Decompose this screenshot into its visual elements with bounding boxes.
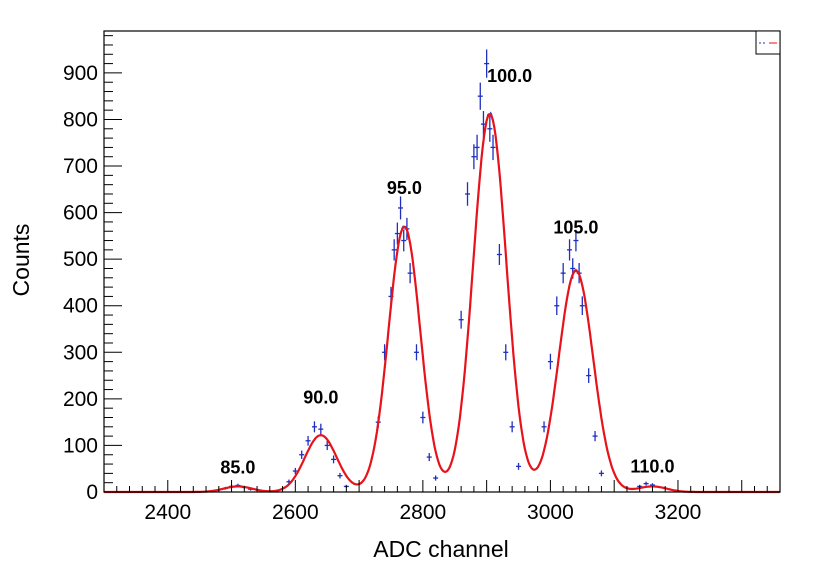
y-tick-label: 300 <box>63 341 98 364</box>
peak-label: 85.0 <box>220 457 255 477</box>
data-point <box>484 49 490 78</box>
data-point <box>579 296 585 316</box>
data-point <box>516 462 522 470</box>
data-point <box>426 453 432 462</box>
data-point <box>299 450 305 459</box>
peak-label: 95.0 <box>387 178 422 198</box>
data-point <box>413 344 419 361</box>
data-point <box>324 440 330 451</box>
data-point <box>391 239 397 261</box>
data-point <box>477 82 483 110</box>
peak-label: 105.0 <box>553 218 598 238</box>
data-point <box>592 431 598 442</box>
peak-label: 90.0 <box>303 388 338 408</box>
data-point <box>547 353 553 370</box>
data-point <box>598 470 604 477</box>
data-point <box>420 411 426 424</box>
x-axis-title: ADC channel <box>373 536 509 562</box>
data-point <box>643 481 649 486</box>
peak-annotations: 85.0 90.0 95.0 100.0 105.0 110.0 <box>220 66 674 477</box>
x-tick-label: 3000 <box>527 501 574 524</box>
x-tick-label: 2600 <box>272 501 319 524</box>
data-point <box>560 263 566 284</box>
data-point <box>573 229 579 252</box>
data-point <box>490 134 496 161</box>
y-axis-title: Counts <box>8 224 34 297</box>
fit-curve <box>104 113 780 494</box>
data-point <box>398 196 404 220</box>
y-tick-label: 900 <box>63 62 98 85</box>
data-histogram-line <box>104 111 780 493</box>
x-axis: 2400 2600 2800 3000 3200 <box>103 480 781 524</box>
data-point <box>401 229 407 252</box>
legend-box <box>755 30 781 55</box>
data-point <box>292 467 298 475</box>
x-tick-label: 3200 <box>655 501 702 524</box>
y-tick-label: 500 <box>63 248 98 271</box>
peak-label: 110.0 <box>630 456 674 476</box>
y-axis: 0 100 200 300 400 500 600 700 800 900 <box>63 35 122 504</box>
legend <box>755 30 781 55</box>
data-point <box>509 421 515 433</box>
data-point <box>433 475 439 481</box>
data-point <box>586 368 592 383</box>
y-tick-label: 0 <box>86 481 98 504</box>
peak-label: 100.0 <box>487 66 532 86</box>
data-point <box>541 421 547 433</box>
data-point <box>305 435 311 446</box>
data-point <box>465 182 471 206</box>
data-point <box>503 344 509 361</box>
data-point <box>496 243 502 266</box>
y-tick-label: 600 <box>63 202 98 225</box>
data-point <box>331 455 337 464</box>
y-tick-label: 200 <box>63 388 98 411</box>
data-point <box>311 421 317 433</box>
data-point <box>567 239 573 261</box>
x-tick-label: 2800 <box>400 501 447 524</box>
y-tick-label: 400 <box>63 295 98 318</box>
data-point <box>474 134 480 161</box>
x-tick-label: 2400 <box>144 501 191 524</box>
data-point <box>337 472 343 479</box>
data-point <box>471 144 477 170</box>
y-tick-label: 700 <box>63 155 98 178</box>
data-point <box>554 296 560 316</box>
data-point <box>407 263 413 284</box>
y-tick-label: 100 <box>63 434 98 457</box>
data-point <box>394 222 400 245</box>
plot-frame <box>103 30 781 493</box>
plot-area <box>104 49 780 494</box>
y-tick-label: 800 <box>63 108 98 131</box>
data-point <box>487 115 493 142</box>
data-point <box>318 423 324 435</box>
data-point <box>458 310 464 329</box>
